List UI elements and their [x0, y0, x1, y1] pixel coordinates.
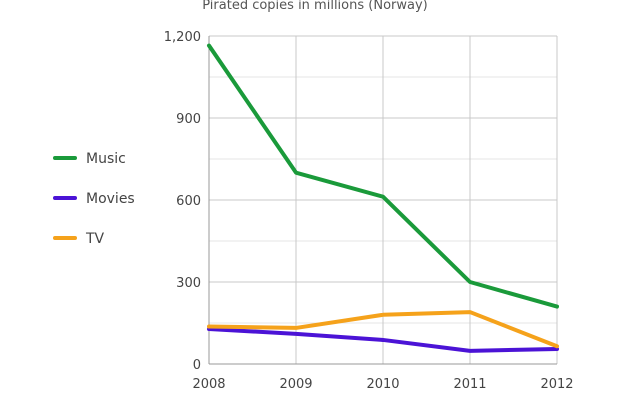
- x-tick-label: 2009: [279, 377, 312, 392]
- series-line-tv: [207, 310, 559, 349]
- y-tick-label: 1,200: [164, 30, 201, 45]
- y-tick-label: 600: [176, 194, 201, 209]
- legend-label-tv: TV: [85, 231, 105, 247]
- legend-label-movies: Movies: [86, 191, 135, 207]
- chart-series: [207, 43, 559, 353]
- y-tick-label: 0: [193, 358, 201, 373]
- y-tick-label: 900: [176, 112, 201, 127]
- x-axis-ticks: 2008 2009 2010 2011 2012: [192, 377, 573, 392]
- x-tick-label: 2012: [540, 377, 573, 392]
- y-axis-ticks: 0 300 600 900 1,200: [164, 30, 201, 373]
- chart-legend: Music Movies TV: [53, 151, 135, 247]
- series-line-movies: [207, 327, 559, 353]
- x-tick-label: 2008: [192, 377, 225, 392]
- series-line-music: [207, 43, 559, 309]
- chart-title: Pirated copies in millions (Norway): [202, 0, 427, 13]
- x-tick-label: 2011: [453, 377, 486, 392]
- chart-axes: [208, 36, 557, 365]
- legend-label-music: Music: [86, 151, 126, 167]
- x-tick-label: 2010: [366, 377, 399, 392]
- y-tick-label: 300: [176, 276, 201, 291]
